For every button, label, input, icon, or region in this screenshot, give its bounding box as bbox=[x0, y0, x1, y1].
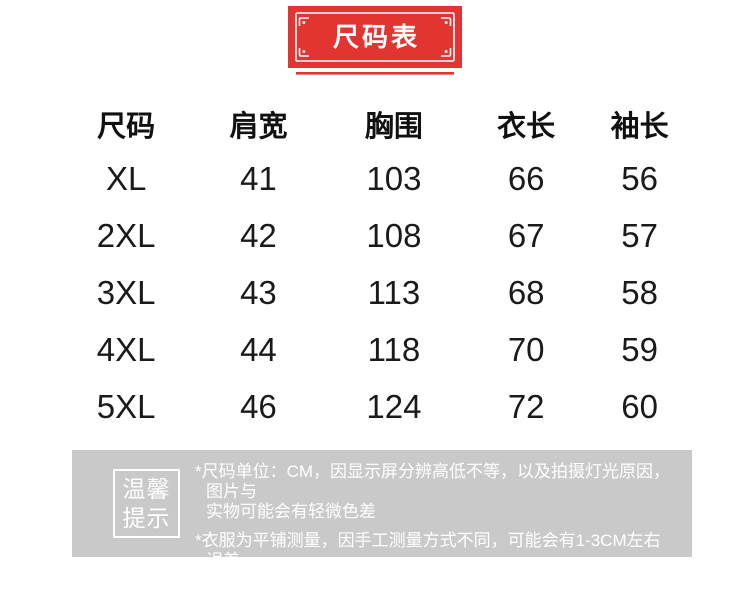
column-header-shoulder: 肩宽 bbox=[229, 111, 288, 143]
warm-tips-label-box: 温馨 提示 bbox=[113, 469, 180, 538]
table-cell: 42 bbox=[240, 216, 277, 254]
warm-tips-notes: *尺码单位：CM，因显示屏分辨高低不等，以及拍摄灯光原因，图片与 实物可能会有轻… bbox=[195, 462, 677, 594]
table-row: 5XL 46 124 72 60 bbox=[60, 378, 690, 435]
table-cell: 103 bbox=[366, 159, 422, 197]
tip-note-measurement: *衣服为平铺测量，因手工测量方式不同，可能会有1-3CM左右误差， 实属正常，望… bbox=[195, 531, 661, 590]
warm-tips-panel: 温馨 提示 *尺码单位：CM，因显示屏分辨高低不等，以及拍摄灯光原因，图片与 实… bbox=[72, 450, 692, 590]
table-cell: 56 bbox=[621, 159, 658, 197]
tip-note-unit: *尺码单位：CM，因显示屏分辨高低不等，以及拍摄灯光原因，图片与 实物可能会有轻… bbox=[195, 462, 671, 521]
table-cell: 44 bbox=[240, 330, 277, 368]
table-cell: XL bbox=[105, 159, 147, 197]
table-cell: 2XL bbox=[96, 216, 156, 254]
table-cell: 5XL bbox=[96, 387, 156, 425]
column-header-size: 尺码 bbox=[97, 111, 156, 143]
table-cell: 124 bbox=[366, 387, 422, 425]
table-cell: 108 bbox=[366, 216, 422, 254]
table-cell: 113 bbox=[367, 273, 421, 311]
column-header-chest: 胸围 bbox=[364, 111, 423, 143]
page-title: 尺码表 bbox=[332, 22, 420, 52]
warm-tips-label-line2: 提示 bbox=[122, 504, 171, 531]
table-cell: 118 bbox=[367, 330, 421, 368]
table-cell: 68 bbox=[507, 273, 545, 311]
table-cell: 59 bbox=[621, 330, 658, 368]
table-cell: 3XL bbox=[96, 273, 156, 311]
table-cell: 58 bbox=[621, 273, 658, 311]
banner-frame-ornament bbox=[288, 6, 462, 75]
table-cell: 4XL bbox=[96, 330, 156, 368]
table-cell: 70 bbox=[507, 330, 545, 368]
column-header-sleeve: 袖长 bbox=[610, 111, 669, 143]
table-row: 2XL 42 108 67 57 bbox=[60, 207, 690, 264]
table-cell: 57 bbox=[621, 216, 658, 254]
table-row: 4XL 44 118 70 59 bbox=[60, 321, 690, 378]
table-body: XL 41 103 66 56 2XL 42 108 67 57 3XL 43 … bbox=[60, 150, 690, 435]
size-table-header-row: 尺码 肩宽 胸围 衣长 袖长 bbox=[60, 98, 690, 150]
column-header-length: 衣长 bbox=[497, 111, 556, 143]
size-table: 尺码 肩宽 胸围 衣长 袖长 XL 41 103 66 56 2XL 42 10… bbox=[60, 98, 690, 435]
table-cell: 43 bbox=[240, 273, 277, 311]
table-row: XL 41 103 66 56 bbox=[60, 150, 690, 207]
size-chart-banner: 尺码表 bbox=[288, 6, 462, 76]
table-cell: 60 bbox=[621, 387, 658, 425]
table-cell: 41 bbox=[240, 159, 277, 197]
table-cell: 46 bbox=[240, 387, 277, 425]
table-cell: 66 bbox=[507, 159, 545, 197]
table-row: 3XL 43 113 68 58 bbox=[60, 264, 690, 321]
warm-tips-label-line1: 温馨 bbox=[122, 475, 171, 502]
table-cell: 67 bbox=[507, 216, 545, 254]
table-cell: 72 bbox=[507, 387, 545, 425]
